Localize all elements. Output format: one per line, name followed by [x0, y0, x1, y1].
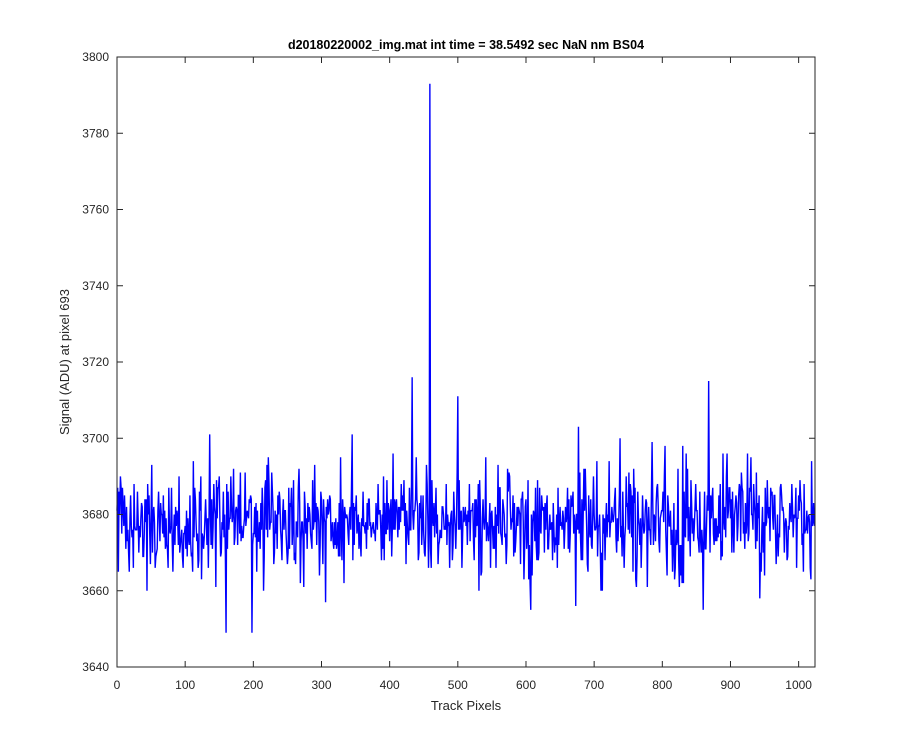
- y-tick-label: 3700: [82, 431, 109, 445]
- x-tick-label: 700: [584, 678, 604, 692]
- data-layer: [116, 83, 816, 633]
- y-tick-label: 3640: [82, 660, 109, 674]
- x-tick-label: 200: [243, 678, 263, 692]
- y-tick-label: 3780: [82, 126, 109, 140]
- x-tick-label: 500: [448, 678, 468, 692]
- chart-title: d20180220002_img.mat int time = 38.5492 …: [288, 38, 644, 52]
- x-tick-label: 100: [175, 678, 195, 692]
- x-tick-label: 800: [652, 678, 672, 692]
- y-tick-label: 3800: [82, 50, 109, 64]
- signal-trace: [116, 83, 816, 633]
- y-tick-label: 3680: [82, 508, 109, 522]
- x-tick-label: 400: [380, 678, 400, 692]
- y-axis-label: Signal (ADU) at pixel 693: [57, 289, 72, 435]
- x-tick-label: 300: [311, 678, 331, 692]
- y-tick-label: 3720: [82, 355, 109, 369]
- y-tick-label: 3760: [82, 203, 109, 217]
- x-tick-label: 600: [516, 678, 536, 692]
- x-tick-label: 0: [114, 678, 121, 692]
- x-tick-label: 900: [720, 678, 740, 692]
- plot-area: [117, 57, 815, 667]
- x-tick-label: 1000: [785, 678, 812, 692]
- y-tick-label: 3660: [82, 584, 109, 598]
- x-axis-label: Track Pixels: [431, 698, 502, 713]
- axes-layer: 0 100 200 300 400 500 600 700 800 900 1000 3640 3660…: [82, 50, 816, 692]
- y-tick-label: 3740: [82, 279, 109, 293]
